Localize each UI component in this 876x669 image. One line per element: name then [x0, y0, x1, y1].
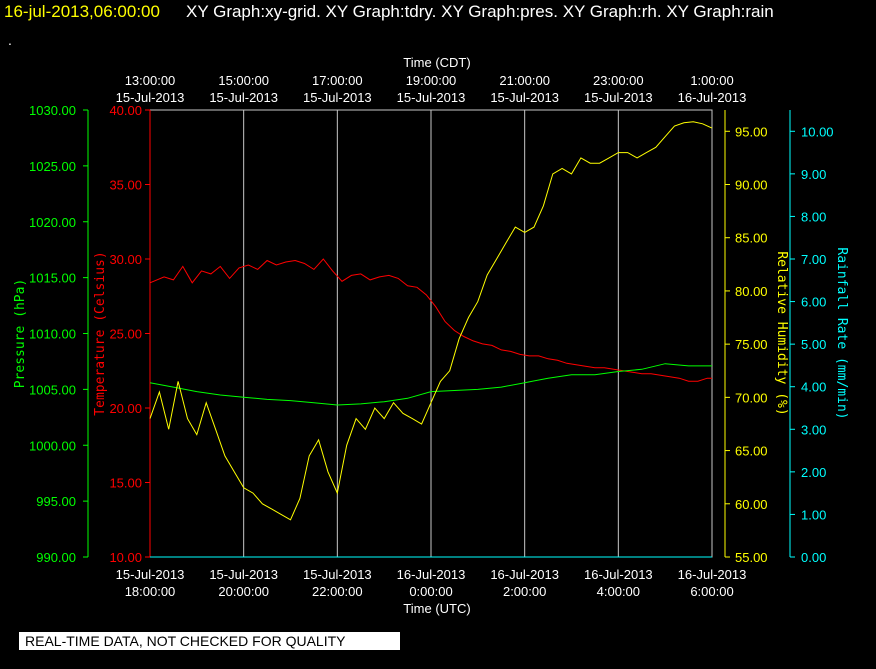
pressure-tick-label: 1010.00 — [29, 327, 76, 342]
x-tick-label-utc-time: 4:00:00 — [597, 584, 640, 599]
x-tick-label-cdt-date: 15-Jul-2013 — [397, 90, 466, 105]
humidity-tick-label: 90.00 — [735, 178, 768, 193]
rain-tick-label: 7.00 — [801, 252, 826, 267]
temperature-tick-label: 10.00 — [109, 550, 142, 565]
humidity-tick-label: 95.00 — [735, 124, 768, 139]
rain-tick-label: 6.00 — [801, 295, 826, 310]
x-tick-label-utc-time: 0:00:00 — [409, 584, 452, 599]
pressure-tick-label: 1020.00 — [29, 215, 76, 230]
pressure-series-line — [149, 363, 712, 406]
x-tick-label-utc-date: 16-Jul-2013 — [678, 567, 747, 582]
x-tick-label-utc-time: 20:00:00 — [218, 584, 269, 599]
x-tick-label-cdt-time: 15:00:00 — [218, 73, 269, 88]
x-axis-label-utc: Time (UTC) — [403, 601, 470, 616]
temperature-axis-title: Temperature (Celsius) — [93, 251, 108, 415]
header-dot: . — [8, 32, 12, 48]
x-tick-label-utc-date: 15-Jul-2013 — [303, 567, 372, 582]
rain-axis-title: Rainfall Rate (mm/min) — [834, 247, 849, 419]
rain-tick-label: 2.00 — [801, 465, 826, 480]
x-tick-label-cdt-date: 15-Jul-2013 — [303, 90, 372, 105]
x-tick-label-utc-time: 6:00:00 — [690, 584, 733, 599]
timestamp: 16-jul-2013,06:00:00 — [4, 2, 160, 21]
humidity-tick-label: 65.00 — [735, 444, 768, 459]
x-tick-label-utc-time: 22:00:00 — [312, 584, 363, 599]
x-tick-label-cdt-time: 23:00:00 — [593, 73, 644, 88]
humidity-tick-label: 75.00 — [735, 337, 768, 352]
quality-disclaimer: REAL-TIME DATA, NOT CHECKED FOR QUALITY — [19, 632, 400, 650]
x-tick-label-utc-date: 15-Jul-2013 — [209, 567, 278, 582]
x-tick-label-cdt-date: 15-Jul-2013 — [209, 90, 278, 105]
x-tick-label-cdt-date: 15-Jul-2013 — [584, 90, 653, 105]
humidity-tick-label: 80.00 — [735, 284, 768, 299]
x-tick-label-utc-date: 16-Jul-2013 — [397, 567, 466, 582]
humidity-tick-label: 60.00 — [735, 497, 768, 512]
x-tick-label-cdt-time: 1:00:00 — [690, 73, 733, 88]
humidity-tick-label: 70.00 — [735, 390, 768, 405]
pressure-tick-label: 1025.00 — [29, 159, 76, 174]
x-tick-label-utc-date: 16-Jul-2013 — [584, 567, 653, 582]
humidity-tick-label: 85.00 — [735, 231, 768, 246]
temperature-tick-label: 30.00 — [109, 252, 142, 267]
pressure-tick-label: 1015.00 — [29, 271, 76, 286]
pressure-tick-label: 1030.00 — [29, 103, 76, 118]
humidity-axis-title: Relative Humidity (%) — [774, 251, 789, 415]
rain-tick-label: 8.00 — [801, 209, 826, 224]
temperature-tick-label: 20.00 — [109, 401, 142, 416]
rain-tick-label: 1.00 — [801, 507, 826, 522]
temperature-tick-label: 35.00 — [109, 178, 142, 193]
temperature-tick-label: 15.00 — [109, 476, 142, 491]
pressure-tick-label: 990.00 — [36, 550, 76, 565]
x-tick-label-utc-time: 18:00:00 — [125, 584, 176, 599]
x-tick-label-utc-date: 15-Jul-2013 — [116, 567, 185, 582]
rain-tick-label: 4.00 — [801, 380, 826, 395]
x-tick-label-utc-time: 2:00:00 — [503, 584, 546, 599]
header-bar: 16-jul-2013,06:00:00 XY Graph:xy-grid. X… — [0, 0, 876, 24]
rain-tick-label: 5.00 — [801, 337, 826, 352]
x-tick-label-cdt-time: 17:00:00 — [312, 73, 363, 88]
rain-tick-label: 3.00 — [801, 422, 826, 437]
x-tick-label-utc-date: 16-Jul-2013 — [490, 567, 559, 582]
pressure-tick-label: 1000.00 — [29, 438, 76, 453]
temperature-tick-label: 25.00 — [109, 327, 142, 342]
rain-tick-label: 0.00 — [801, 550, 826, 565]
graph-titles: XY Graph:xy-grid. XY Graph:tdry. XY Grap… — [186, 2, 774, 21]
humidity-series-line — [149, 121, 713, 521]
humidity-tick-label: 55.00 — [735, 550, 768, 565]
x-axis-label-cdt: Time (CDT) — [403, 55, 470, 70]
x-tick-label-cdt-date: 15-Jul-2013 — [490, 90, 559, 105]
temperature-tick-label: 40.00 — [109, 103, 142, 118]
rain-tick-label: 9.00 — [801, 167, 826, 182]
x-tick-label-cdt-time: 19:00:00 — [406, 73, 457, 88]
x-tick-label-cdt-date: 16-Jul-2013 — [678, 90, 747, 105]
x-tick-label-cdt-time: 21:00:00 — [499, 73, 550, 88]
x-tick-label-cdt-date: 15-Jul-2013 — [116, 90, 185, 105]
pressure-tick-label: 995.00 — [36, 494, 76, 509]
x-tick-label-cdt-time: 13:00:00 — [125, 73, 176, 88]
pressure-tick-label: 1005.00 — [29, 382, 76, 397]
pressure-axis-title: Pressure (hPa) — [13, 279, 28, 389]
rain-tick-label: 10.00 — [801, 124, 834, 139]
